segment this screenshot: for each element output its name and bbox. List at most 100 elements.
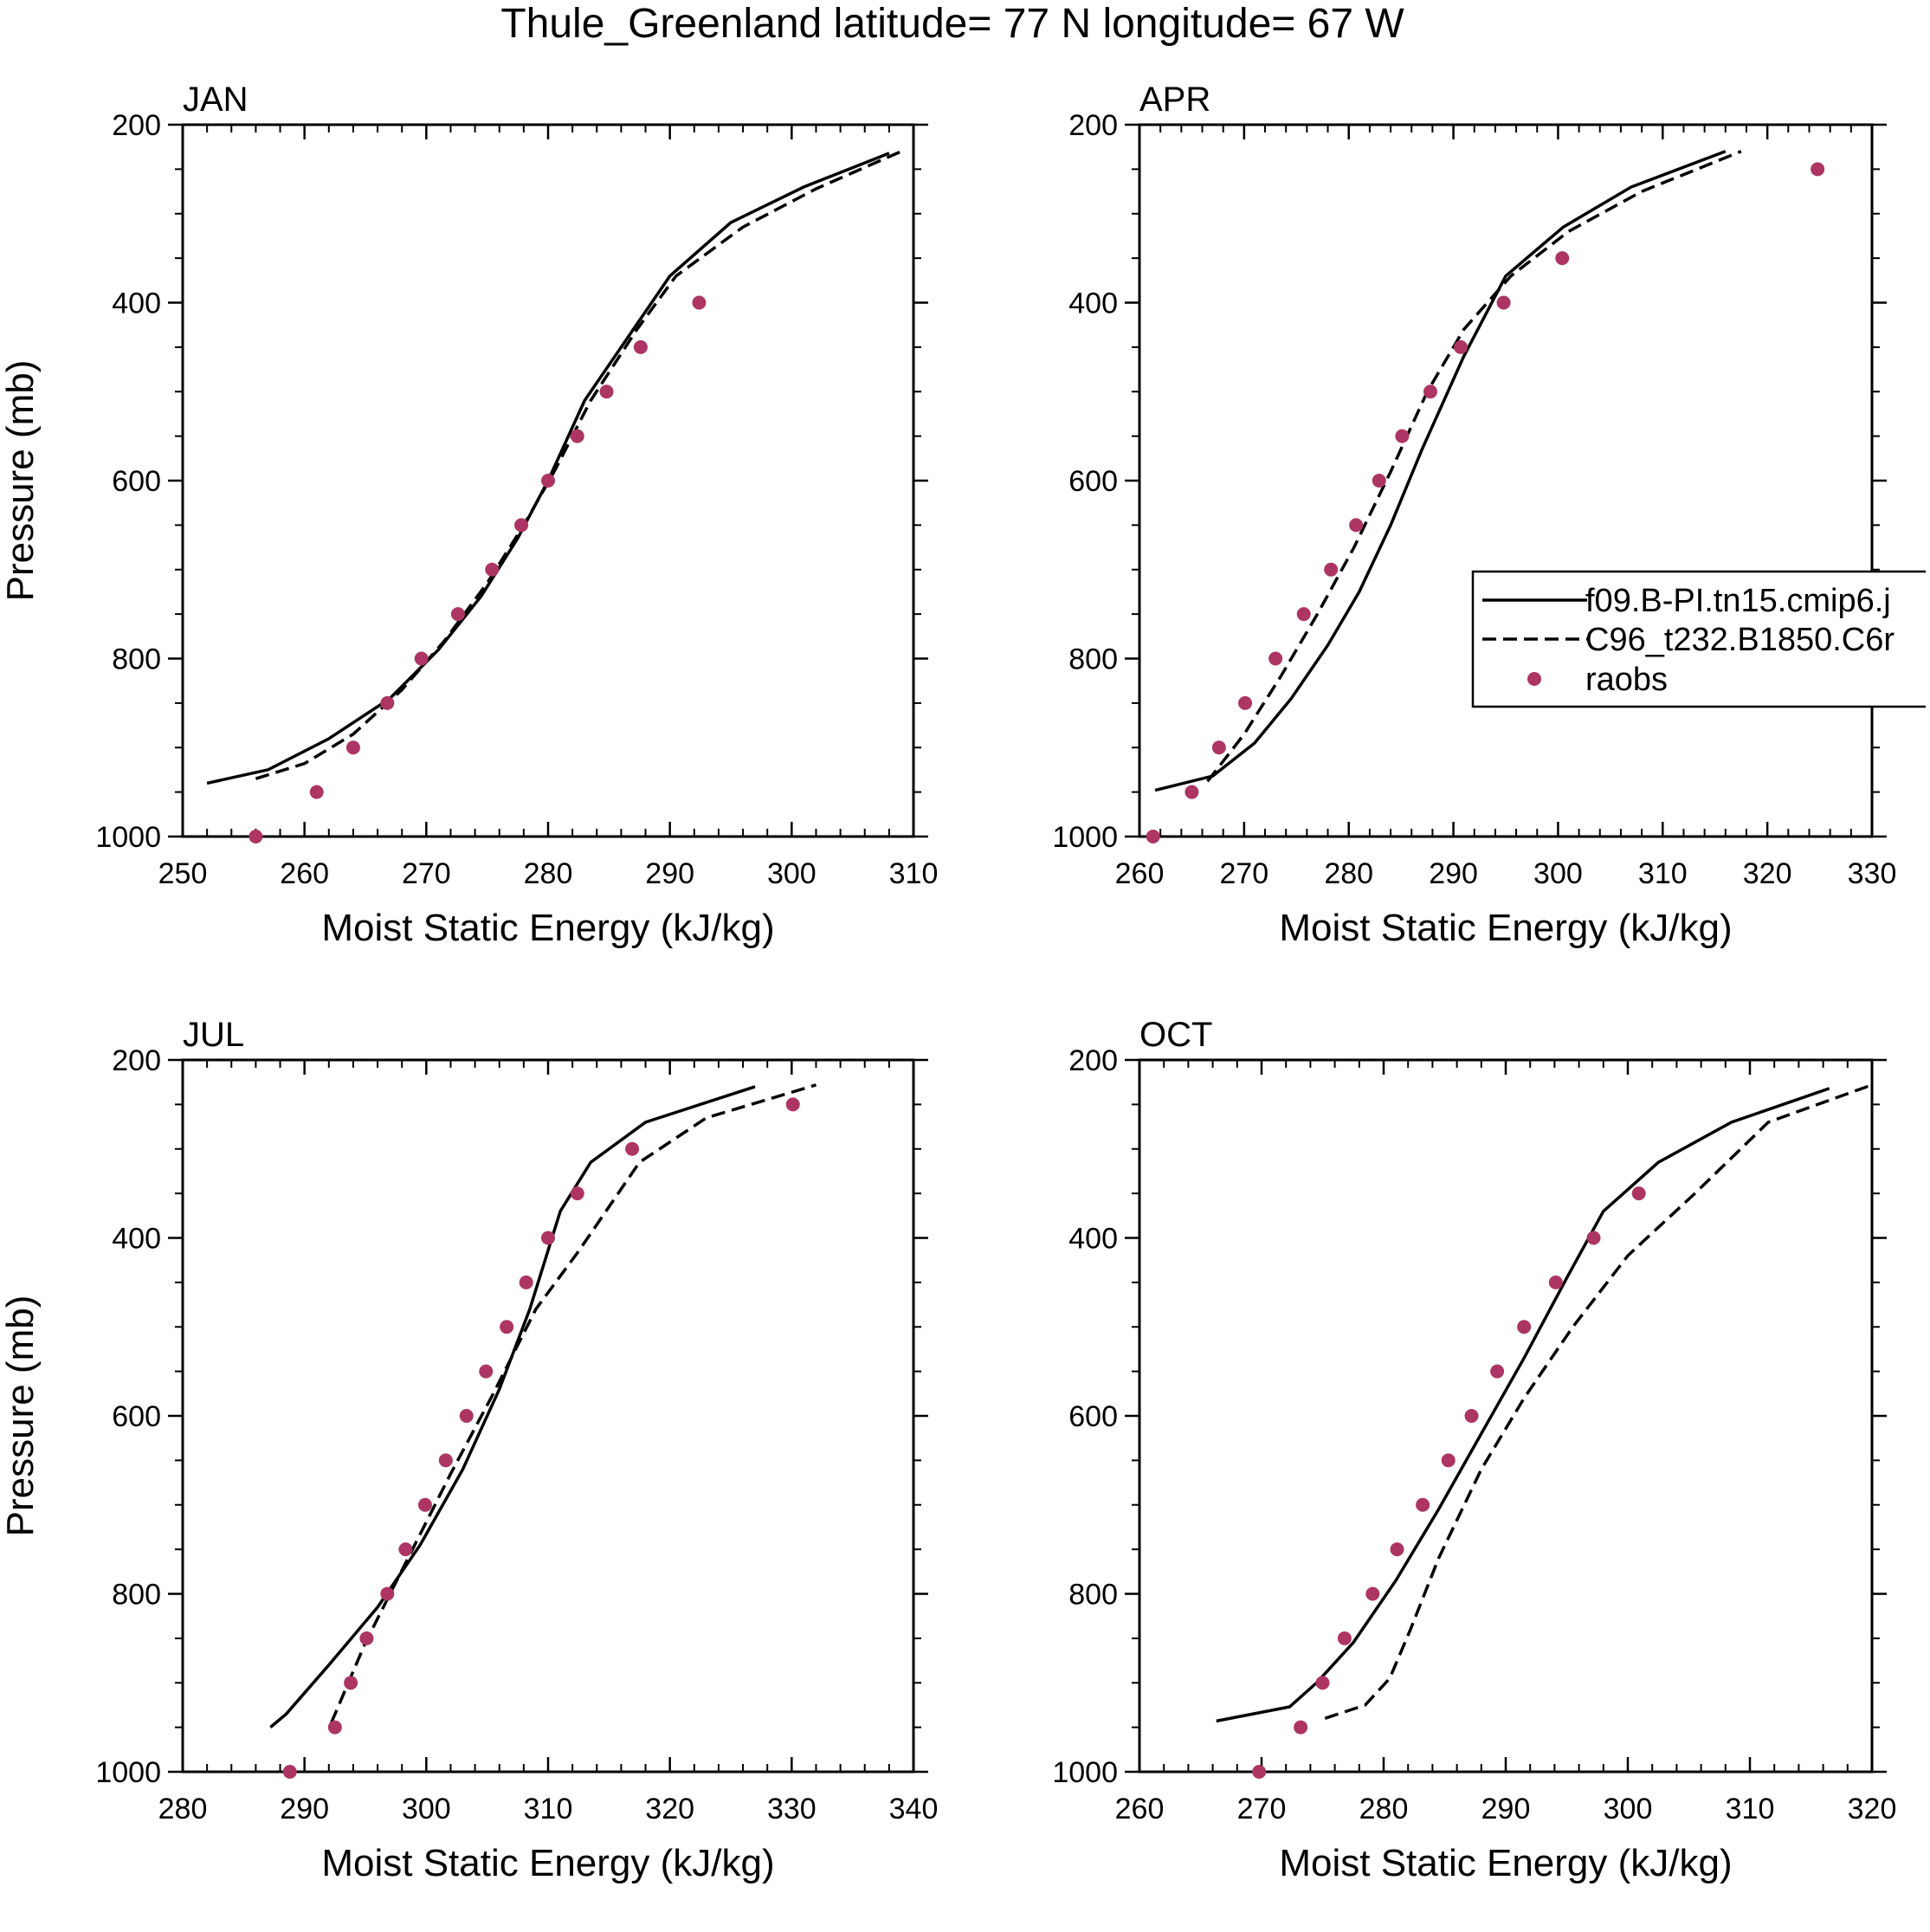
x-axis-title: Moist Static Energy (kJ/kg)	[321, 907, 774, 949]
raobs-point	[1490, 1364, 1505, 1379]
raobs-point	[1238, 695, 1253, 710]
x-tick-label: 300	[402, 1793, 451, 1825]
raobs-point	[1390, 1542, 1404, 1557]
x-tick-label: 290	[1481, 1793, 1531, 1825]
y-tick-label: 1000	[1052, 821, 1118, 854]
y-tick-label: 600	[1068, 1400, 1118, 1433]
y-tick-label: 800	[112, 643, 161, 676]
raobs-point	[1631, 1186, 1646, 1201]
legend-entry-label: raobs	[1585, 662, 1668, 698]
panel-apr: APR 260 270 280 290 300 310 320 330 200 400 600 800 1…	[1052, 81, 1896, 949]
raobs-point	[785, 1097, 800, 1112]
legend-box	[1471, 570, 1926, 708]
raobs-point	[1372, 474, 1386, 488]
x-tick-label: 260	[280, 857, 329, 890]
legend-marker-raobs	[1527, 672, 1541, 686]
x-tick-label: 260	[1115, 1793, 1165, 1825]
raobs-point	[282, 1765, 297, 1779]
x-tick-label: 310	[1726, 1793, 1775, 1825]
raobs-point	[1211, 740, 1226, 755]
y-tick-label: 200	[112, 1044, 161, 1077]
raobs-point	[1184, 785, 1199, 799]
raobs-point	[1324, 562, 1339, 577]
x-tick-label: 280	[1324, 857, 1373, 890]
raobs-point	[1337, 1631, 1352, 1645]
raobs-point	[414, 651, 429, 666]
raobs-point	[1517, 1320, 1532, 1334]
raobs-point	[459, 1409, 474, 1423]
raobs-point	[327, 1720, 342, 1735]
raobs-point	[1365, 1586, 1380, 1601]
raobs-point	[625, 1141, 640, 1156]
figure-title: Thule_Greenland latitude= 77 N longitude…	[500, 1, 1404, 47]
x-tick-label: 260	[1115, 857, 1165, 890]
raobs-point	[1464, 1409, 1479, 1423]
raobs-point	[450, 607, 465, 622]
y-tick-label: 800	[112, 1579, 161, 1612]
raobs-point	[485, 562, 500, 577]
legend-entry-label: C96_t232.B1850.C6r	[1585, 622, 1894, 658]
series-line-c96	[255, 150, 902, 780]
legend: f09.B-PI.tn15.cmip6.jC96_t232.B1850.C6rr…	[1471, 570, 1926, 708]
y-axis-title: Pressure (mb)	[0, 1296, 42, 1537]
raobs-point	[1586, 1231, 1601, 1245]
y-tick-label: 200	[112, 109, 161, 142]
raobs-point	[1555, 251, 1570, 266]
series-line-f09	[1154, 150, 1727, 792]
x-axis-title: Moist Static Energy (kJ/kg)	[321, 1842, 774, 1884]
y-axis-title: Pressure (mb)	[0, 360, 42, 602]
panel-oct: OCT 260 270 280 290 300 310 320 200 400 600 800 1000…	[1052, 1016, 1896, 1884]
x-tick-label: 330	[1848, 857, 1897, 890]
x-tick-label: 280	[1359, 1793, 1409, 1825]
y-tick-label: 400	[112, 288, 161, 320]
raobs-point	[1423, 384, 1437, 399]
raobs-point	[1416, 1497, 1430, 1512]
panel-jul: JUL 280 290 300 310 320 330 340 200 400 600 800 1000…	[0, 1016, 938, 1884]
x-tick-label: 270	[1219, 857, 1268, 890]
raobs-point	[309, 785, 324, 799]
raobs-point	[398, 1542, 413, 1557]
panel-label: JUL	[183, 1016, 244, 1054]
raobs-point	[541, 1231, 555, 1245]
raobs-point	[1441, 1453, 1456, 1468]
x-tick-label: 270	[1237, 1793, 1287, 1825]
x-tick-label: 310	[524, 1793, 573, 1825]
raobs-point	[479, 1364, 494, 1379]
x-tick-label: 300	[1533, 857, 1583, 890]
raobs-point	[1548, 1275, 1563, 1289]
y-tick-label: 400	[1068, 1223, 1118, 1256]
y-tick-label: 400	[112, 1223, 161, 1256]
raobs-point	[1296, 607, 1311, 622]
panel-label: OCT	[1139, 1016, 1212, 1054]
raobs-point	[1268, 651, 1283, 666]
raobs-point	[249, 830, 263, 843]
raobs-point	[417, 1497, 432, 1512]
x-tick-label: 330	[767, 1793, 817, 1825]
y-tick-label: 600	[1068, 465, 1118, 498]
x-tick-label: 290	[645, 857, 694, 890]
series-line-f09	[269, 1085, 756, 1728]
series-line-c96	[1206, 150, 1742, 783]
x-tick-label: 310	[889, 857, 939, 890]
y-tick-label: 200	[1068, 109, 1118, 142]
raobs-point	[344, 1676, 358, 1690]
panel-label: APR	[1139, 81, 1210, 119]
raobs-point	[500, 1320, 514, 1334]
y-tick-label: 800	[1068, 643, 1118, 676]
x-tick-label: 250	[158, 857, 208, 890]
y-tick-label: 600	[112, 1400, 161, 1433]
y-tick-label: 200	[1068, 1044, 1118, 1077]
y-tick-label: 1000	[95, 1756, 161, 1789]
x-tick-label: 280	[524, 857, 573, 890]
raobs-point	[599, 384, 614, 399]
x-axis-title: Moist Static Energy (kJ/kg)	[1279, 907, 1732, 949]
raobs-point	[1146, 830, 1160, 843]
raobs-point	[519, 1275, 533, 1289]
raobs-point	[345, 740, 360, 755]
x-tick-label: 320	[1743, 857, 1792, 890]
x-tick-label: 290	[280, 1793, 329, 1825]
raobs-point	[359, 1631, 374, 1645]
raobs-point	[380, 1586, 395, 1601]
raobs-point	[1315, 1676, 1330, 1690]
